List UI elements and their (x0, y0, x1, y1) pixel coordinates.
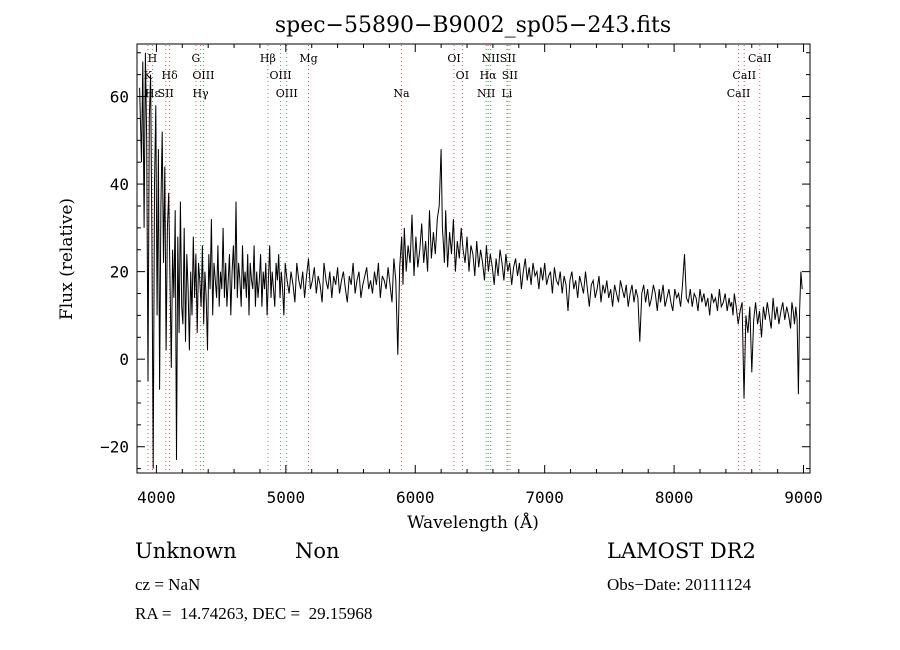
line-label: Hβ (260, 52, 276, 65)
line-label: CaII (732, 69, 756, 82)
line-label: OIII (269, 69, 291, 82)
line-label: Hδ (162, 69, 179, 82)
line-label: Hα (480, 69, 498, 82)
line-markers (147, 45, 761, 472)
x-tick-label: 9000 (784, 488, 823, 507)
line-label: OI (456, 69, 469, 82)
line-label: NII (482, 52, 500, 65)
line-label: Na (393, 87, 410, 100)
plot-frame (136, 43, 811, 474)
line-label: CaII (727, 87, 751, 100)
line-label: NII (477, 87, 495, 100)
line-label: OI (447, 52, 460, 65)
y-tick-label: 0 (119, 350, 129, 369)
chart-title: spec−55890−B9002_sp05−243.fits (275, 13, 671, 38)
x-axis-label: Wavelength (Å) (407, 512, 539, 533)
line-label: Hε (145, 87, 161, 100)
x-tick-label: 5000 (267, 488, 306, 507)
line-label: Li (501, 87, 512, 100)
y-axis-label: Flux (relative) (57, 198, 77, 320)
survey-label: LAMOST DR2 (607, 539, 756, 563)
line-label: CaII (748, 52, 772, 65)
x-axis: 4000 5000 6000 7000 8000 9000 (137, 44, 823, 507)
line-label: OIII (192, 69, 214, 82)
line-label: Mg (299, 52, 317, 65)
class-label: Unknown (135, 539, 237, 563)
subclass-label: Non (295, 539, 340, 563)
x-tick-label: 8000 (655, 488, 694, 507)
line-label: SII (500, 52, 516, 65)
y-axis: −20 0 20 40 60 (100, 52, 810, 470)
coordinates-text: RA = 14.74263, DEC = 29.15968 (135, 604, 373, 623)
line-label: OIII (276, 87, 298, 100)
y-tick-label: 40 (110, 175, 129, 194)
line-label: Hγ (192, 87, 209, 100)
line-label: H (148, 52, 158, 65)
spectrum-line (139, 52, 803, 469)
x-tick-label: 6000 (396, 488, 435, 507)
y-tick-label: 60 (110, 88, 129, 107)
obs-date-text: Obs−Date: 20111124 (607, 575, 752, 594)
line-label: SII (158, 87, 174, 100)
x-tick-label: 7000 (525, 488, 564, 507)
y-tick-label: −20 (100, 438, 129, 457)
y-tick-label: 20 (110, 263, 129, 282)
line-label: G (191, 52, 200, 65)
redshift-text: cz = NaN (135, 575, 201, 594)
line-label: K (144, 69, 153, 82)
x-tick-label: 4000 (137, 488, 176, 507)
line-label: SII (502, 69, 518, 82)
